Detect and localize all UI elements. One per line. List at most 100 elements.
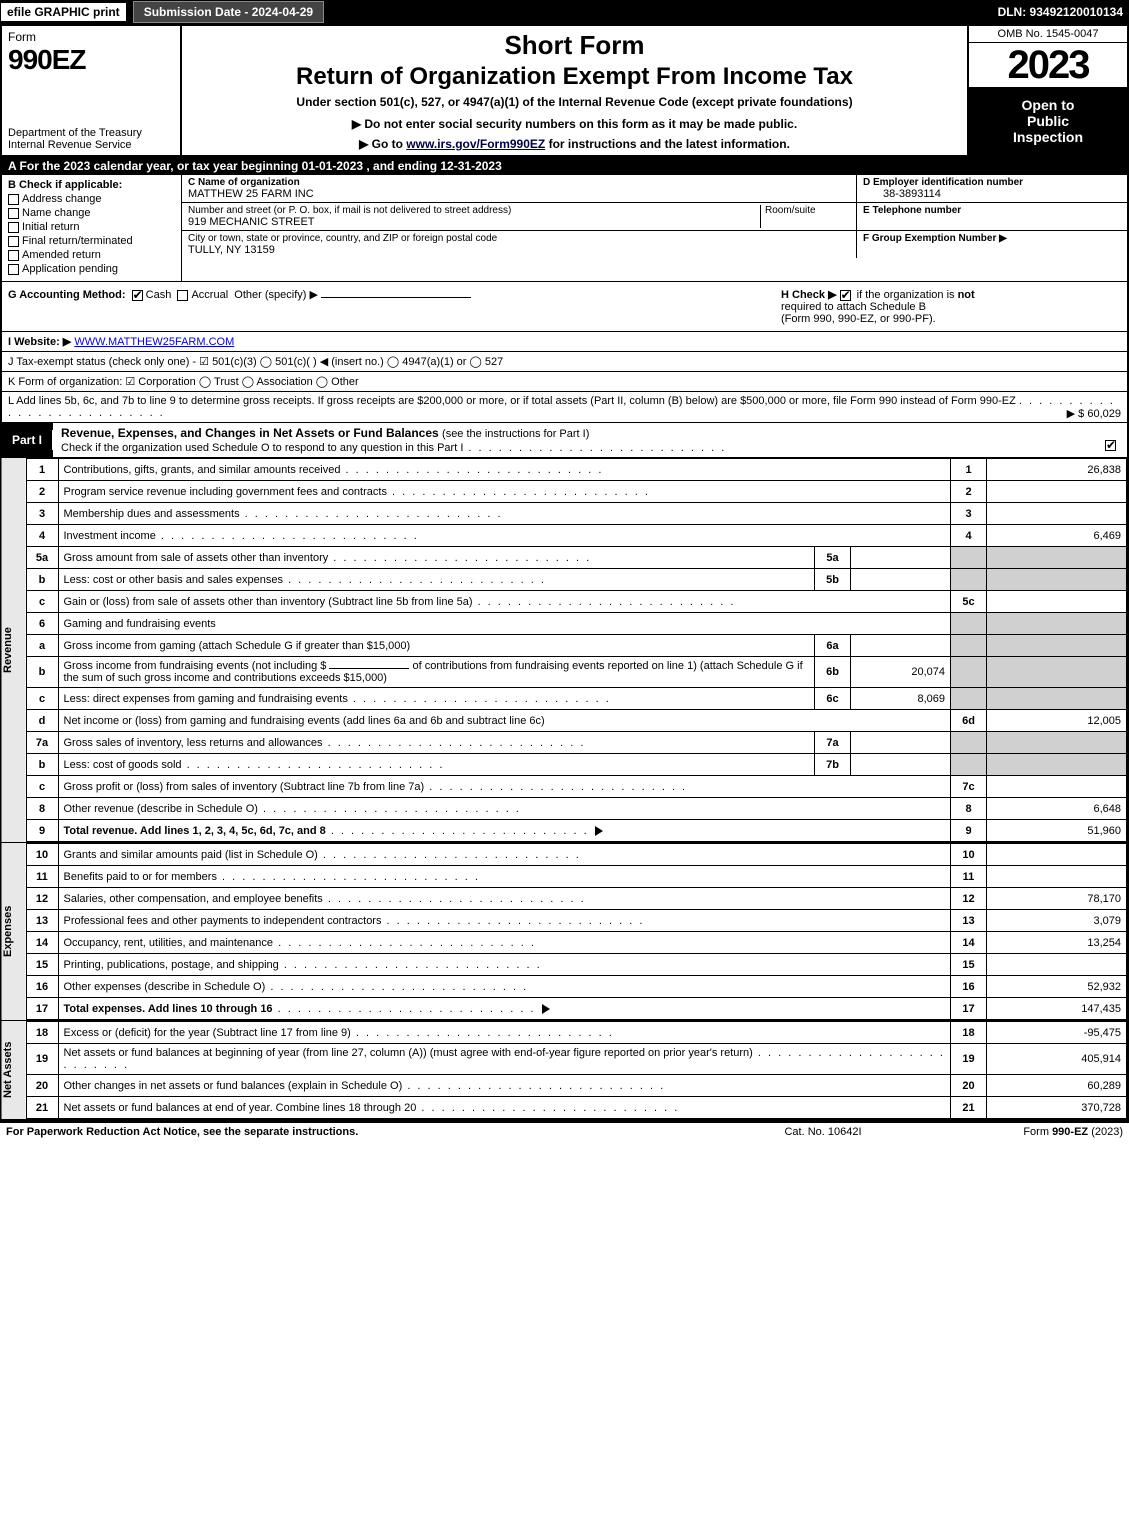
h-schedule-b: H Check ▶ if the organization is not req…: [781, 288, 1121, 325]
row-a-tax-year: A For the 2023 calendar year, or tax yea…: [2, 157, 1127, 175]
i-label: I Website: ▶: [8, 336, 71, 348]
net-assets-vlabel: Net Assets: [2, 1021, 26, 1119]
line-19: 19Net assets or fund balances at beginni…: [26, 1044, 1127, 1075]
submission-date-button[interactable]: Submission Date - 2024-04-29: [133, 1, 324, 23]
row-j-tax-exempt: J Tax-exempt status (check only one) - ☑…: [2, 352, 1127, 372]
footer: For Paperwork Reduction Act Notice, see …: [0, 1121, 1129, 1141]
cb-initial-return[interactable]: Initial return: [8, 221, 175, 233]
part-i-header: Part I Revenue, Expenses, and Changes in…: [2, 423, 1127, 457]
section-b-thru-f: B Check if applicable: Address change Na…: [2, 175, 1127, 282]
org-name: MATTHEW 25 FARM INC: [188, 188, 850, 200]
line-6b: bGross income from fundraising events (n…: [26, 657, 1127, 688]
efile-print-button[interactable]: efile GRAPHIC print: [0, 2, 127, 22]
d-label: D Employer identification number: [863, 177, 1023, 188]
revenue-vlabel: Revenue: [2, 458, 26, 842]
arrow-icon: [595, 826, 603, 836]
footer-right: Form 990-EZ (2023): [923, 1126, 1123, 1138]
l-text: L Add lines 5b, 6c, and 7b to line 9 to …: [8, 395, 1016, 407]
cb-application-pending[interactable]: Application pending: [8, 263, 175, 275]
g-label: G Accounting Method:: [8, 289, 126, 301]
header-left: Form 990EZ Department of the Treasury In…: [2, 26, 182, 155]
line-1: 1Contributions, gifts, grants, and simil…: [26, 459, 1127, 481]
addr-label: Number and street (or P. O. box, if mail…: [188, 205, 760, 216]
line-2: 2Program service revenue including gover…: [26, 481, 1127, 503]
open-to-public-badge: Open to Public Inspection: [969, 87, 1127, 155]
f-group-cell: F Group Exemption Number ▶: [857, 231, 1127, 258]
row-g-h: G Accounting Method: Cash Accrual Other …: [2, 282, 1127, 332]
cb-schedule-o[interactable]: [1105, 440, 1116, 451]
open-line1: Open to: [971, 97, 1125, 113]
g-accounting-method: G Accounting Method: Cash Accrual Other …: [8, 288, 781, 325]
row-i-website: I Website: ▶ WWW.MATTHEW25FARM.COM: [2, 332, 1127, 352]
cb-address-change[interactable]: Address change: [8, 193, 175, 205]
net-assets-table: 18Excess or (deficit) for the year (Subt…: [26, 1021, 1128, 1119]
street-address: 919 MECHANIC STREET: [188, 216, 760, 228]
e-phone-cell: E Telephone number: [857, 203, 1127, 230]
short-form-title: Short Form: [190, 30, 959, 61]
header-center: Short Form Return of Organization Exempt…: [182, 26, 967, 155]
line-17: 17Total expenses. Add lines 10 through 1…: [26, 998, 1127, 1020]
revenue-section: Revenue 1Contributions, gifts, grants, a…: [2, 457, 1127, 842]
footer-left: For Paperwork Reduction Act Notice, see …: [6, 1126, 723, 1138]
line-9: 9Total revenue. Add lines 1, 2, 3, 4, 5c…: [26, 820, 1127, 842]
h-text1: H Check ▶: [781, 289, 837, 301]
c-label: C Name of organization: [188, 177, 850, 188]
line-6d: dNet income or (loss) from gaming and fu…: [26, 710, 1127, 732]
line-7c: cGross profit or (loss) from sales of in…: [26, 776, 1127, 798]
line-7a: 7aGross sales of inventory, less returns…: [26, 732, 1127, 754]
line-6c: cLess: direct expenses from gaming and f…: [26, 688, 1127, 710]
line-7b: bLess: cost of goods sold7b: [26, 754, 1127, 776]
top-bar: efile GRAPHIC print Submission Date - 20…: [0, 0, 1129, 24]
city-label: City or town, state or province, country…: [188, 233, 850, 244]
ein-value: 38-3893114: [863, 188, 1121, 200]
line-20: 20Other changes in net assets or fund ba…: [26, 1075, 1127, 1097]
line-14: 14Occupancy, rent, utilities, and mainte…: [26, 932, 1127, 954]
revenue-table: 1Contributions, gifts, grants, and simil…: [26, 458, 1128, 842]
goto-post: for instructions and the latest informat…: [545, 137, 790, 151]
part-i-title: Revenue, Expenses, and Changes in Net As…: [53, 423, 1127, 457]
cb-schedule-b[interactable]: [840, 290, 851, 301]
expenses-section: Expenses 10Grants and similar amounts pa…: [2, 842, 1127, 1020]
website-link[interactable]: WWW.MATTHEW25FARM.COM: [74, 336, 234, 348]
cb-final-return[interactable]: Final return/terminated: [8, 235, 175, 247]
line-8: 8Other revenue (describe in Schedule O)8…: [26, 798, 1127, 820]
open-line2: Public: [971, 113, 1125, 129]
cb-amended-return[interactable]: Amended return: [8, 249, 175, 261]
line-10: 10Grants and similar amounts paid (list …: [26, 844, 1127, 866]
ssn-warning: ▶ Do not enter social security numbers o…: [190, 117, 959, 131]
under-section-text: Under section 501(c), 527, or 4947(a)(1)…: [190, 95, 959, 109]
cb-name-change[interactable]: Name change: [8, 207, 175, 219]
form-number: 990EZ: [8, 44, 174, 76]
c-name-cell: C Name of organization MATTHEW 25 FARM I…: [182, 175, 857, 202]
other-blank[interactable]: [321, 297, 471, 298]
expenses-vlabel: Expenses: [2, 843, 26, 1020]
l-arrow: ▶ $: [1067, 408, 1085, 420]
d-ein-cell: D Employer identification number 38-3893…: [857, 175, 1127, 202]
other-specify: Other (specify) ▶: [234, 289, 318, 301]
form-word: Form: [8, 30, 174, 44]
irs-link[interactable]: www.irs.gov/Form990EZ: [406, 137, 545, 151]
tax-year: 2023: [969, 43, 1127, 87]
line-21: 21Net assets or fund balances at end of …: [26, 1097, 1127, 1119]
footer-center: Cat. No. 10642I: [723, 1126, 923, 1138]
line-3: 3Membership dues and assessments3: [26, 503, 1127, 525]
dln-label: DLN: 93492120010134: [998, 5, 1129, 19]
arrow-icon: [542, 1004, 550, 1014]
line-13: 13Professional fees and other payments t…: [26, 910, 1127, 932]
line-15: 15Printing, publications, postage, and s…: [26, 954, 1127, 976]
e-label: E Telephone number: [863, 205, 961, 216]
line-18: 18Excess or (deficit) for the year (Subt…: [26, 1022, 1127, 1044]
goto-line: ▶ Go to www.irs.gov/Form990EZ for instru…: [190, 137, 959, 151]
goto-pre: ▶ Go to: [359, 137, 406, 151]
cb-cash[interactable]: [132, 290, 143, 301]
line-11: 11Benefits paid to or for members11: [26, 866, 1127, 888]
row-k-org-form: K Form of organization: ☑ Corporation ◯ …: [2, 372, 1127, 392]
h-text3: required to attach Schedule B: [781, 301, 926, 313]
part-i-label: Part I: [2, 430, 53, 450]
return-title: Return of Organization Exempt From Incom…: [190, 63, 959, 91]
line-6: 6Gaming and fundraising events: [26, 613, 1127, 635]
city-state-zip: TULLY, NY 13159: [188, 244, 850, 256]
part-i-check-line: Check if the organization used Schedule …: [61, 442, 726, 454]
f-label: F Group Exemption Number ▶: [863, 233, 1007, 244]
cb-accrual[interactable]: [177, 290, 188, 301]
